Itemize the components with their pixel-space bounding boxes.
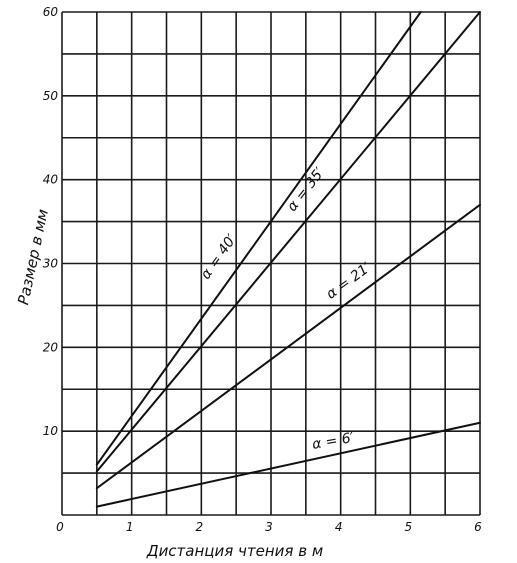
y-tick-label: 30 bbox=[43, 257, 59, 271]
tick-labels: 0 1 2 3 4 5 6 10 20 30 40 50 60 bbox=[43, 5, 482, 534]
y-tick-label: 20 bbox=[43, 340, 59, 354]
y-tick-label: 10 bbox=[43, 424, 59, 438]
series-line-4 bbox=[95, 421, 481, 508]
x-tick-label: 1 bbox=[126, 520, 134, 534]
x-axis-title: Дистанция чтения в м bbox=[146, 542, 323, 560]
x-tick-label: 3 bbox=[265, 520, 273, 534]
x-tick-label: 6 bbox=[474, 520, 482, 534]
y-tick-label: 60 bbox=[43, 5, 59, 19]
y-tick-label: 40 bbox=[43, 173, 59, 187]
y-tick-label: 50 bbox=[43, 89, 59, 103]
x-tick-label: 5 bbox=[405, 520, 413, 534]
series-line-3 bbox=[95, 203, 481, 490]
series-labels: α = 40′α = 35′α = 21′α = 6′ bbox=[198, 164, 375, 453]
x-tick-label: 2 bbox=[196, 520, 204, 534]
series-line-2 bbox=[95, 11, 481, 473]
series-lines bbox=[95, 11, 481, 508]
series-label-1: α = 40′ bbox=[198, 231, 241, 283]
series-label-3: α = 21′ bbox=[323, 259, 374, 302]
x-tick-label: 0 bbox=[56, 520, 64, 534]
x-tick-label: 4 bbox=[335, 520, 343, 534]
series-line-1 bbox=[95, 11, 422, 466]
series-label-4: α = 6′ bbox=[311, 430, 356, 453]
